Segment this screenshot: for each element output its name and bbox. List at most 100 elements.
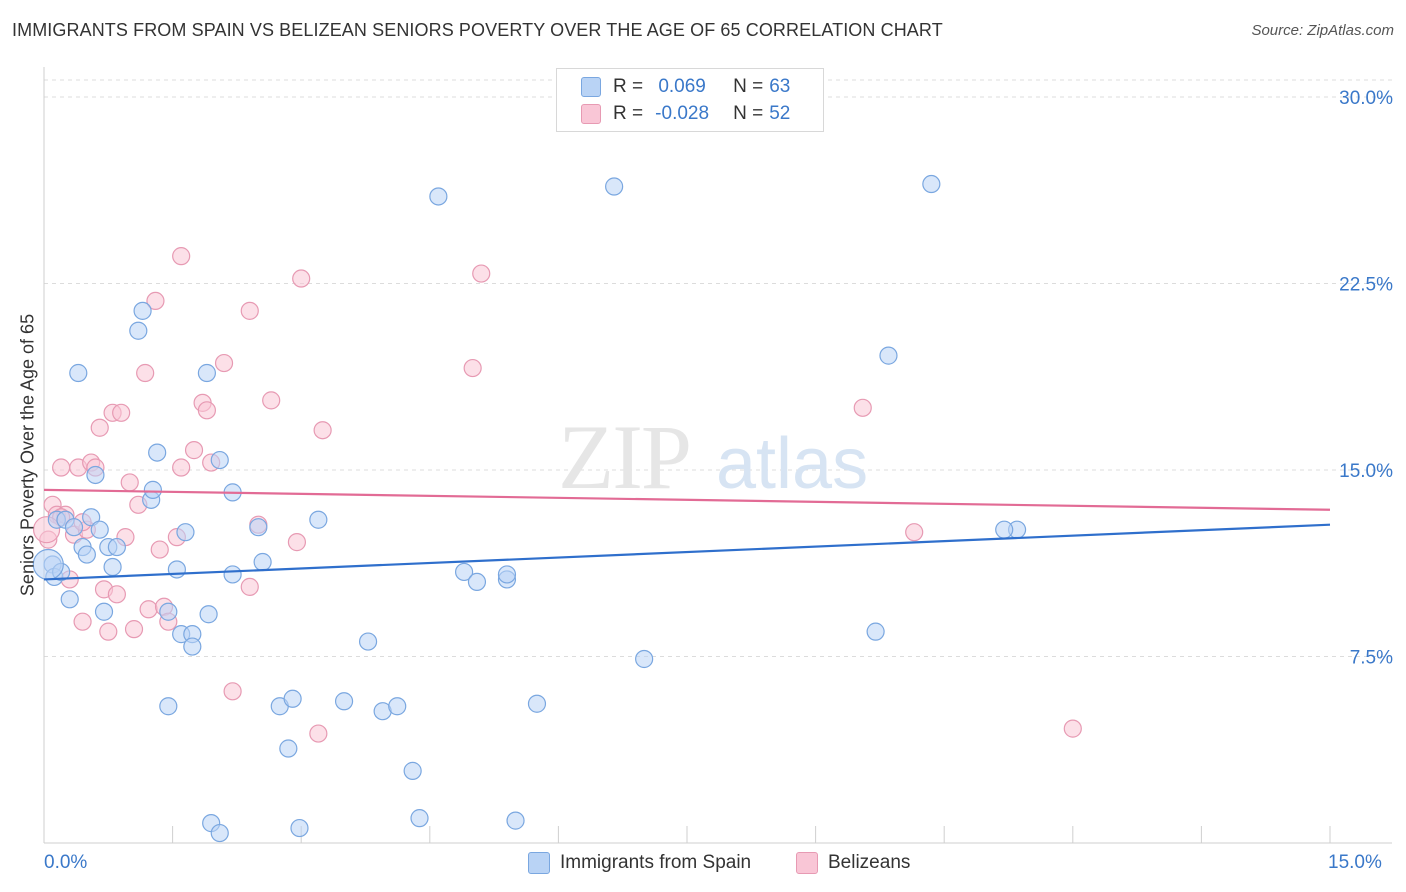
bottom-legend-label: Immigrants from Spain xyxy=(560,852,752,873)
belizeans-point xyxy=(90,418,109,437)
belizeans-point xyxy=(52,458,71,477)
immigrants-from-spain-point xyxy=(527,694,547,713)
x-tick-label-min: 0.0% xyxy=(44,852,88,873)
immigrants-from-spain-point xyxy=(86,465,105,485)
immigrants-from-spain-point xyxy=(82,508,101,527)
belizeans-point xyxy=(1063,719,1082,738)
immigrants-from-spain-point xyxy=(197,363,216,383)
belizeans-point xyxy=(146,291,165,311)
y-axis-label: Seniors Poverty Over the Age of 65 xyxy=(17,313,38,597)
belizeans-point xyxy=(223,682,242,701)
immigrants-from-spain-point xyxy=(210,823,229,843)
immigrants-from-spain-point xyxy=(403,761,422,780)
legend-row-belizeans: R = -0.028 N = 52 xyxy=(581,101,790,127)
immigrants-from-spain-point xyxy=(60,590,79,609)
belizeans-point xyxy=(112,403,131,422)
immigrants-from-spain-point xyxy=(410,809,429,828)
immigrants-from-spain-point xyxy=(290,818,309,838)
legend-row-immigrants-from-spain: R = 0.069 N = 63 xyxy=(581,74,790,100)
belizeans-point xyxy=(136,363,155,383)
immigrants-from-spain-point xyxy=(167,560,186,579)
legend-n-value: 63 xyxy=(769,76,791,97)
belizeans-point xyxy=(287,533,307,552)
belizeans-point xyxy=(172,247,191,266)
immigrants-from-spain-point xyxy=(454,562,474,582)
immigrants-from-spain-point xyxy=(866,622,885,641)
y-tick-label: 15.0% xyxy=(1339,461,1393,482)
axes xyxy=(43,67,1392,844)
legend-r-value: 0.069 xyxy=(658,76,706,97)
belizeans-trend-line xyxy=(43,488,1331,511)
belizeans-point xyxy=(197,401,216,420)
immigrants-from-spain-point xyxy=(467,572,487,592)
legend-n-value: 52 xyxy=(769,103,791,124)
belizeans-point xyxy=(139,600,158,619)
immigrants-from-spain-point xyxy=(64,518,84,537)
belizeans-point xyxy=(99,622,118,641)
immigrants-from-spain-point xyxy=(159,697,178,716)
immigrants-from-spain-point xyxy=(249,518,268,537)
y-tick-label: 7.5% xyxy=(1350,648,1393,669)
belizeans-point xyxy=(150,540,169,559)
immigrants-from-spain-point xyxy=(159,602,178,621)
immigrants-from-spain-point xyxy=(358,632,378,651)
immigrants-from-spain-point xyxy=(309,510,328,529)
immigrants-from-spain-trend-line xyxy=(43,523,1331,581)
immigrants-from-spain-point xyxy=(77,545,96,564)
watermark: ZIP atlas xyxy=(558,406,868,508)
immigrants-from-spain-point xyxy=(176,523,195,542)
bottom-legend-immigrants-from-spain: Immigrants from Spain xyxy=(528,852,751,874)
belizeans-point xyxy=(124,620,144,639)
belizeans-point xyxy=(262,391,281,410)
immigrants-from-spain-point xyxy=(103,557,122,577)
belizeans-point xyxy=(240,301,259,320)
immigrants-from-spain-point xyxy=(90,520,109,539)
legend-r-label: R = xyxy=(613,103,644,124)
belizeans-point xyxy=(120,473,139,492)
immigrants-from-spain-points xyxy=(32,174,1027,843)
bottom-legend-swatch-pink xyxy=(796,852,818,874)
legend-n-label: N = xyxy=(733,103,764,124)
belizeans-point xyxy=(853,398,872,417)
legend-r-value: -0.028 xyxy=(655,103,710,124)
watermark-atlas: atlas xyxy=(716,424,868,504)
belizeans-point xyxy=(905,523,924,542)
belizeans-point xyxy=(107,585,126,604)
immigrants-from-spain-point xyxy=(143,480,162,499)
legend-n-label: N = xyxy=(733,76,764,97)
belizeans-point xyxy=(292,269,311,288)
immigrants-from-spain-point xyxy=(129,321,148,340)
immigrants-from-spain-point xyxy=(223,565,242,584)
immigrants-from-spain-point xyxy=(279,739,298,758)
immigrants-from-spain-point xyxy=(210,450,229,470)
belizeans-point xyxy=(472,264,491,283)
y-tick-label: 30.0% xyxy=(1339,88,1393,109)
immigrants-from-spain-point xyxy=(183,637,202,656)
watermark-zip: ZIP xyxy=(558,406,690,508)
belizeans-point xyxy=(214,353,234,373)
belizeans-point xyxy=(184,441,204,460)
immigrants-from-spain-point xyxy=(922,174,941,194)
immigrants-from-spain-point xyxy=(253,552,272,572)
trend-lines xyxy=(43,488,1331,581)
immigrants-from-spain-point xyxy=(148,443,167,462)
immigrants-from-spain-point xyxy=(133,301,152,320)
immigrants-from-spain-point xyxy=(94,602,114,621)
belizeans-point xyxy=(73,612,92,631)
legend-r-label: R = xyxy=(613,76,644,97)
x-tick-label-max: 15.0% xyxy=(1328,852,1382,873)
immigrants-from-spain-point xyxy=(199,605,218,624)
bottom-legend-swatch-blue xyxy=(528,852,550,874)
tick-labels: 7.5% 15.0% 22.5% 30.0% xyxy=(1339,88,1393,669)
belizeans-point xyxy=(463,358,482,378)
bottom-legend-label: Belizeans xyxy=(828,852,911,873)
immigrants-from-spain-point xyxy=(497,565,517,584)
bottom-legend-belizeans: Belizeans xyxy=(796,852,910,874)
immigrants-from-spain-point xyxy=(283,689,302,708)
belizeans-point xyxy=(240,577,259,596)
immigrants-from-spain-point xyxy=(506,811,525,830)
belizeans-point xyxy=(313,421,332,440)
immigrants-from-spain-point xyxy=(635,649,654,669)
chart-title: IMMIGRANTS FROM SPAIN VS BELIZEAN SENIOR… xyxy=(12,20,943,40)
